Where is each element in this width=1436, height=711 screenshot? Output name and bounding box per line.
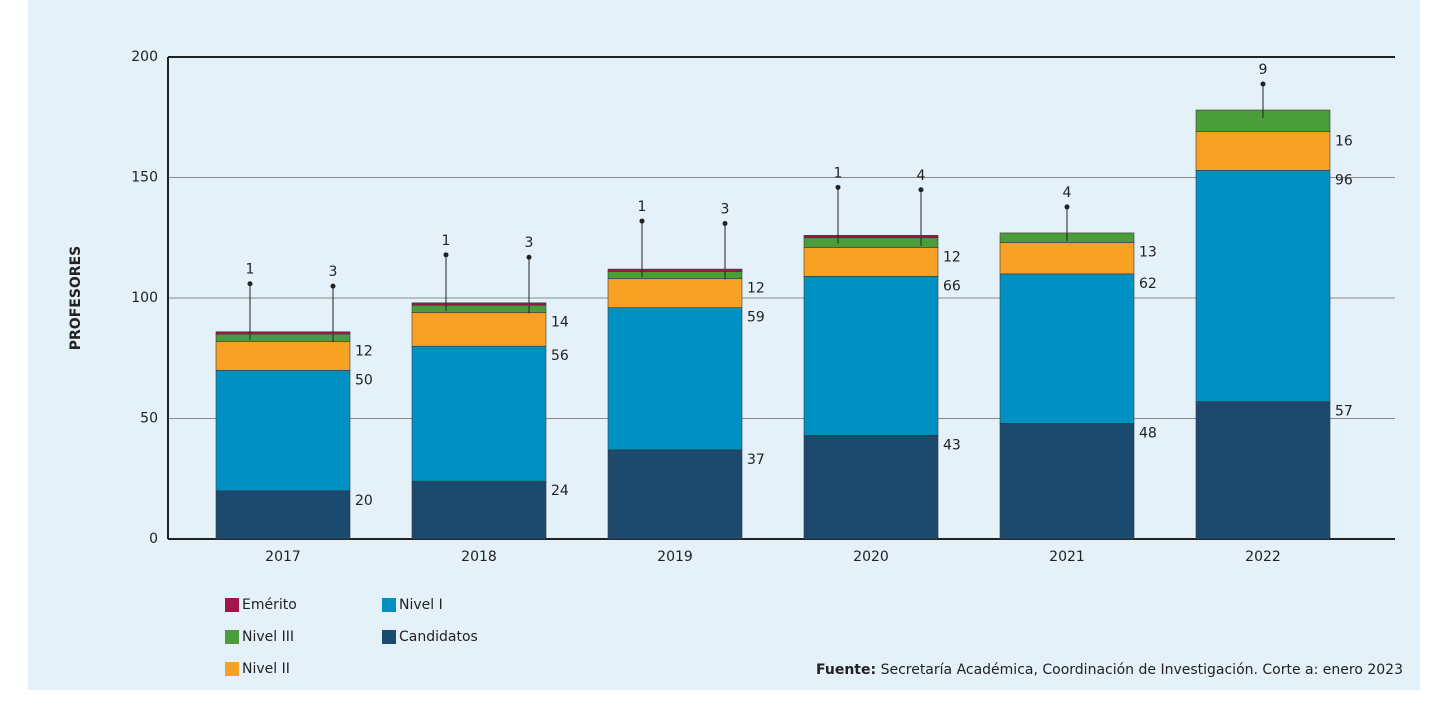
y-axis-label: PROFESORES (68, 246, 84, 350)
bar-segment (411, 345, 547, 482)
bar-segment (803, 247, 939, 277)
value-label: 3 (329, 264, 338, 280)
bar-segment (803, 276, 939, 436)
value-label: 3 (721, 201, 730, 217)
bar-segment (803, 237, 939, 248)
callout-dot (1064, 204, 1070, 210)
value-label: 37 (747, 452, 765, 468)
legend-label: Nivel I (399, 597, 443, 613)
bar-segment (215, 333, 351, 342)
callout-dot (1260, 81, 1266, 87)
callout-dot (526, 254, 532, 260)
bar-segment (215, 341, 351, 371)
bar-segment (1195, 131, 1331, 171)
value-label: 4 (917, 168, 926, 184)
value-label: 57 (1335, 404, 1353, 420)
value-label: 14 (551, 314, 569, 330)
legend-swatch (225, 662, 239, 676)
value-label: 66 (943, 278, 961, 294)
x-tick-label: 2020 (853, 549, 889, 565)
value-label: 43 (943, 437, 961, 453)
callout-dot (639, 218, 645, 224)
bar-segment (411, 312, 547, 347)
x-tick-label: 2019 (657, 549, 693, 565)
value-label: 9 (1259, 62, 1268, 78)
value-label: 1 (834, 165, 843, 181)
value-label: 4 (1063, 185, 1072, 201)
legend-swatch (382, 630, 396, 644)
bar-segment (803, 235, 939, 239)
x-tick-label: 2017 (265, 549, 301, 565)
y-tick-label: 150 (131, 170, 158, 186)
source-text: Secretaría Académica, Coordinación de In… (881, 662, 1403, 678)
callout-dot (443, 252, 449, 258)
value-label: 56 (551, 348, 569, 364)
callout-dot (918, 187, 924, 193)
value-label: 12 (747, 281, 765, 297)
value-label: 12 (355, 343, 373, 359)
value-label: 20 (355, 493, 373, 509)
callout-dot (330, 283, 336, 289)
legend-label: Emérito (242, 597, 297, 613)
bar-segment (607, 271, 743, 280)
legend-swatch (382, 598, 396, 612)
bar-segment (411, 304, 547, 313)
y-tick-label: 100 (131, 290, 158, 306)
bar-segment (999, 423, 1135, 540)
source: Fuente: Secretaría Académica, Coordinaci… (816, 662, 1403, 678)
legend-swatch (225, 630, 239, 644)
value-label: 24 (551, 483, 569, 499)
legend-label: Candidatos (399, 629, 478, 645)
bar-segment (215, 490, 351, 540)
value-label: 48 (1139, 425, 1157, 441)
legend-label: Nivel III (242, 629, 294, 645)
value-label: 13 (1139, 245, 1157, 261)
bar-segment (607, 449, 743, 540)
bar-segment (803, 435, 939, 540)
value-label: 1 (638, 199, 647, 215)
callout-dot (722, 220, 728, 226)
value-label: 16 (1335, 134, 1353, 150)
source-label: Fuente: (816, 662, 876, 678)
x-tick-label: 2018 (461, 549, 497, 565)
callout-dot (247, 281, 253, 287)
bar-segment (1195, 169, 1331, 402)
value-label: 12 (943, 249, 961, 265)
legend-label: Nivel II (242, 661, 290, 677)
bar-segment (999, 273, 1135, 424)
value-label: 1 (246, 262, 255, 278)
y-tick-label: 0 (149, 531, 158, 547)
value-label: 50 (355, 372, 373, 388)
value-label: 1 (442, 233, 451, 249)
bar-segment (607, 278, 743, 308)
legend-swatch (225, 598, 239, 612)
bar-segment (215, 369, 351, 492)
bar-segment (411, 480, 547, 540)
callout-dot (835, 184, 841, 190)
bar-segment (999, 242, 1135, 275)
value-label: 62 (1139, 276, 1157, 292)
x-tick-label: 2022 (1245, 549, 1281, 565)
bar-segment (607, 268, 743, 272)
y-tick-label: 50 (140, 411, 158, 427)
bar-segment (215, 331, 351, 335)
x-tick-label: 2021 (1049, 549, 1085, 565)
value-label: 59 (747, 310, 765, 326)
bar-segment (411, 302, 547, 306)
bar-segment (607, 307, 743, 451)
value-label: 96 (1335, 172, 1353, 188)
value-label: 3 (525, 235, 534, 251)
y-tick-label: 200 (131, 49, 158, 65)
bar-segment (1195, 401, 1331, 540)
